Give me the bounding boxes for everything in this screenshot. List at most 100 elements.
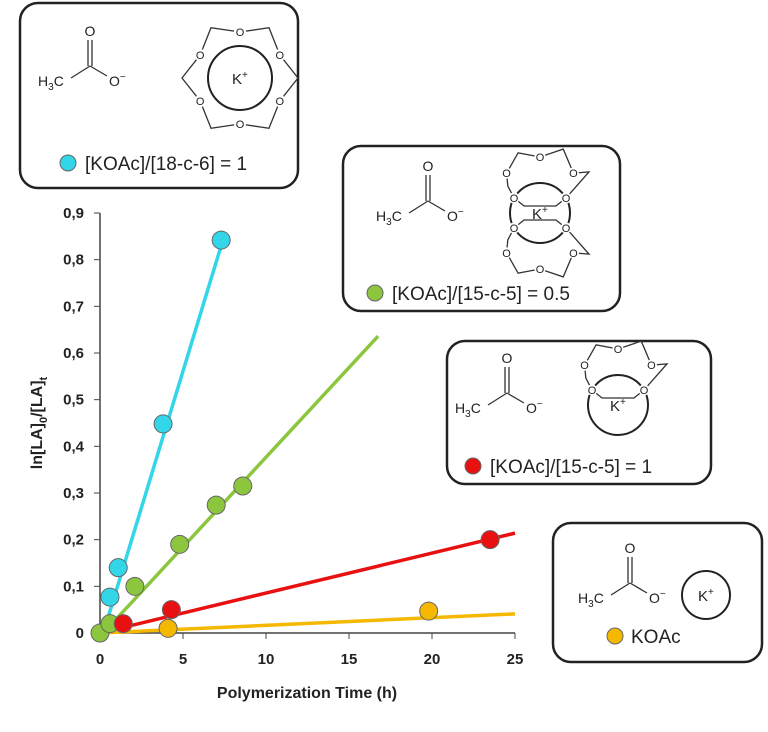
bond: [427, 200, 446, 212]
legend-label: KOAc: [631, 627, 681, 648]
carbonyl-o: O: [502, 350, 513, 366]
cation: K+: [232, 70, 248, 88]
legend-label: [KOAc]/[15-c-5] = 1: [490, 457, 652, 478]
legend-box: [445, 339, 713, 486]
charge: +: [708, 587, 714, 598]
y-tick-label: 0,6: [63, 345, 84, 362]
ring-o: O: [536, 152, 545, 164]
charge: +: [242, 70, 248, 81]
ring-o: O: [536, 264, 545, 276]
y-label-sub: 0: [38, 417, 50, 423]
o-bg: [508, 222, 520, 234]
charge: −: [537, 399, 543, 410]
o-bg: [273, 95, 286, 107]
y-axis-label: ln[LA]0/[LA]t: [29, 376, 50, 469]
atom-sub: 3: [465, 409, 471, 420]
y-tick-label: 0,1: [63, 578, 84, 595]
atom: O: [649, 590, 660, 606]
cation: K+: [698, 587, 714, 605]
y-tick-label: 0,4: [63, 438, 85, 455]
ring-o: O: [276, 96, 285, 108]
methyl-label: H3C: [376, 208, 402, 228]
o-bg: [567, 167, 579, 179]
atom: K: [532, 206, 542, 223]
data-point: [233, 476, 253, 496]
o-bg: [567, 247, 579, 259]
ring-o: O: [562, 193, 571, 205]
data-point: [211, 230, 231, 250]
atom: K: [698, 588, 708, 605]
y-tick-label: 0,2: [63, 532, 84, 549]
o-bg: [508, 192, 520, 204]
o-bg: [501, 247, 513, 259]
atom: H: [455, 400, 465, 416]
carbonyl-o: O: [85, 23, 96, 39]
y-tick-label: 0,7: [63, 298, 84, 315]
y-tick-label: 0,8: [63, 252, 84, 269]
x-tick-label: 10: [258, 651, 275, 668]
ring-o: O: [196, 96, 205, 108]
atom: O: [109, 73, 120, 89]
atom: C: [594, 590, 604, 606]
cation: K+: [532, 205, 548, 223]
legend-marker: [366, 284, 384, 302]
o-bg: [638, 384, 650, 396]
bond: [629, 582, 648, 594]
atom: C: [54, 73, 64, 89]
ring-o: O: [562, 223, 571, 235]
cation-circle: [509, 182, 571, 244]
ring-o: O: [588, 385, 597, 397]
o-bg: [194, 95, 207, 107]
charge: −: [660, 589, 666, 600]
y-label-part: ln[LA]: [29, 423, 46, 469]
ring-o: O: [569, 168, 578, 180]
ring-o: O: [502, 248, 511, 260]
x-axis-label: Polymerization Time (h): [217, 685, 397, 702]
x-tick-label: 25: [507, 651, 524, 668]
ring-o: O: [236, 27, 245, 39]
o-bg: [501, 167, 513, 179]
atom: C: [392, 208, 402, 224]
bond: [610, 582, 631, 596]
o-bg: [612, 343, 624, 355]
atom: H: [578, 590, 588, 606]
ring-o: O: [640, 385, 649, 397]
data-point: [100, 587, 120, 607]
legend-marker: [59, 154, 77, 172]
data-point: [161, 600, 181, 620]
o-bg: [579, 359, 591, 371]
legend-marker: [464, 457, 482, 475]
methyl-label: H3C: [38, 73, 64, 93]
ring-o: O: [510, 223, 519, 235]
x-tick-label: 20: [424, 651, 441, 668]
ring-o: O: [614, 344, 623, 356]
legend-box: [341, 144, 622, 313]
anion-o: O−: [649, 589, 666, 606]
structure: H3C OO− K+ KOAc: [578, 540, 731, 648]
ring-o: O: [196, 50, 205, 62]
atom: H: [376, 208, 386, 224]
x-tick-label: 5: [179, 651, 187, 668]
bond: [506, 392, 525, 404]
data-point: [108, 558, 128, 578]
o-bg: [194, 49, 207, 61]
o-bg: [560, 192, 572, 204]
methyl-label: H3C: [578, 590, 604, 610]
atom: K: [232, 71, 242, 88]
charge: +: [620, 397, 626, 408]
y-label-sub: t: [38, 376, 50, 380]
atom-sub: 3: [588, 599, 594, 610]
o-bg: [534, 151, 546, 163]
data-point: [170, 534, 190, 554]
y-tick-label: 0: [76, 625, 84, 642]
ring-o: O: [276, 50, 285, 62]
bond: [408, 200, 429, 214]
atom-sub: 3: [386, 217, 392, 228]
ring-o: O: [569, 248, 578, 260]
atom: C: [471, 400, 481, 416]
y-tick-label: 0,9: [63, 205, 84, 222]
o-bg: [560, 222, 572, 234]
o-bg: [534, 263, 546, 275]
cation: K+: [610, 397, 626, 415]
